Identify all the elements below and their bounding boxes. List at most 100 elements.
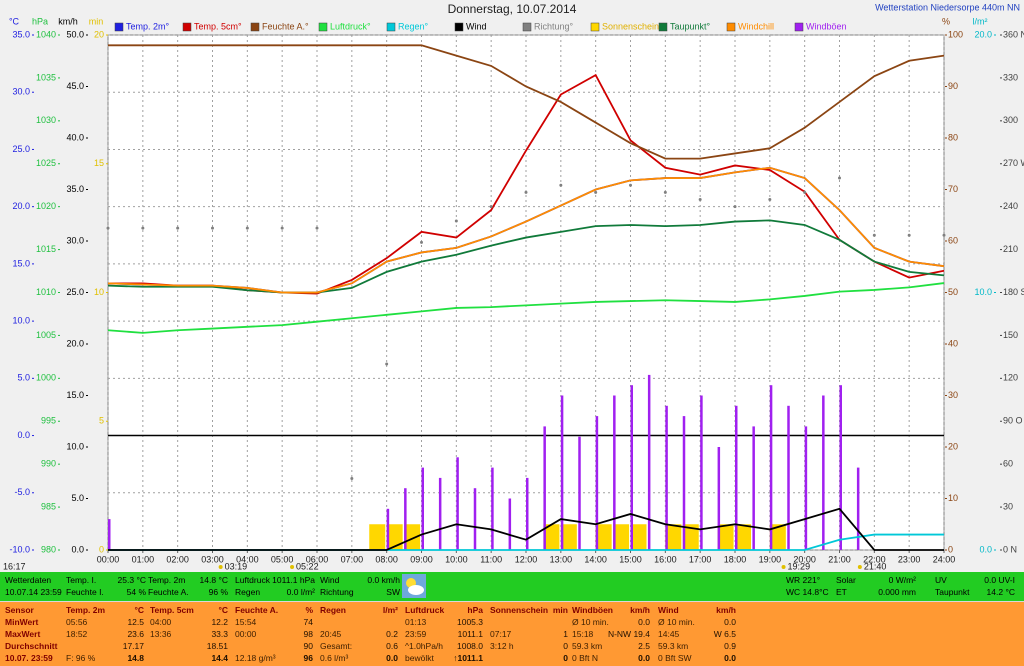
header-label: Temp. 5cm — [150, 605, 194, 615]
bar — [717, 447, 721, 550]
header-unit: min — [552, 605, 568, 615]
dot — [872, 233, 876, 237]
line — [107, 219, 945, 294]
legend-label: Wind — [466, 21, 487, 31]
dot — [106, 226, 110, 230]
summary-label: WR 221° — [786, 575, 821, 585]
summary-value: 25.3 °C — [117, 575, 146, 585]
station-name: Wetterstation Niedersorpe 440m NN — [875, 2, 1020, 12]
legend-label: Regen° — [398, 21, 429, 31]
x-tick-label: 14:00 — [584, 554, 607, 564]
bar — [595, 416, 599, 550]
summary-label: Taupunkt — [935, 587, 970, 597]
y-tick-label: 180 S — [1003, 287, 1024, 297]
y-tick-label: 20 — [94, 29, 104, 39]
header-label: Regen — [320, 605, 346, 615]
dot — [838, 176, 841, 180]
y-tick-label: 30.0 — [12, 87, 30, 97]
cell-note: Gesamt: — [320, 641, 353, 651]
cell-value: 14.4 — [211, 653, 228, 663]
y-tick-label: 80 — [948, 132, 958, 142]
cell-note: 01:13 — [405, 617, 427, 627]
summary-value: 14.8 °C — [199, 575, 228, 585]
legend-label: Windböen — [806, 21, 847, 31]
cell-value: 0.6 — [386, 641, 398, 651]
x-tick-label: 05:00 — [271, 554, 294, 564]
y-tick-label: 15 — [94, 158, 104, 168]
axis-title: °C — [9, 16, 20, 26]
bar — [369, 524, 386, 550]
x-tick-label: 17:00 — [689, 554, 712, 564]
x-tick-label: 22:00 — [863, 554, 886, 564]
y-tick-label: 985 — [41, 501, 56, 511]
summary-label: Feuchte A. — [148, 587, 189, 597]
cell-value: 0.0 — [724, 653, 736, 663]
y-tick-label: 1000 — [36, 373, 56, 383]
bar — [613, 395, 616, 550]
axis-title: % — [942, 16, 950, 26]
cell-note: 23:59 — [405, 629, 427, 639]
y-tick-label: 10.0 — [974, 287, 992, 297]
legend-label: Feuchte A.° — [262, 21, 309, 31]
x-tick-label: 08:00 — [375, 554, 398, 564]
bar — [787, 405, 790, 550]
cell-value: 0.2 — [386, 629, 398, 639]
cell-note: 0.6 l/m³ — [320, 653, 349, 663]
summary-value: 96 % — [208, 587, 228, 597]
bar — [543, 524, 560, 550]
summary-label: Feuchte I. — [66, 587, 104, 597]
dot — [907, 233, 911, 237]
axis-title: hPa — [32, 16, 48, 26]
bar — [630, 524, 647, 550]
current-data-bar: Wetterdaten 10.07.14 23:59 Temp. I. 25.3 °C… — [0, 572, 1024, 601]
axis-title: min — [89, 16, 104, 26]
bar — [735, 405, 738, 550]
cell-note: 0 Bft SW — [658, 653, 692, 663]
cell-value: 1005.3 — [457, 617, 483, 627]
x-tick-label: 07:00 — [341, 554, 364, 564]
cell-note: 00:00 — [235, 629, 257, 639]
dot — [594, 190, 598, 194]
x-tick-label: 01:00 — [132, 554, 155, 564]
legend-swatch — [658, 22, 668, 32]
y-tick-label: 0 — [99, 544, 104, 554]
y-tick-label: 0 — [948, 544, 953, 554]
dot — [315, 226, 319, 230]
y-tick-label: 60 — [1003, 459, 1013, 469]
y-tick-label: 980 — [41, 544, 56, 554]
bar — [665, 524, 682, 550]
cell-note: F: 96 % — [66, 653, 96, 663]
y-tick-label: 1020 — [36, 201, 56, 211]
cell-value: 0.0 — [386, 653, 398, 663]
y-tick-label: 1005 — [36, 330, 56, 340]
bar — [839, 385, 842, 550]
line — [108, 44, 945, 160]
x-tick-label: 11:00 — [480, 554, 502, 564]
cell-value: 17.17 — [122, 641, 144, 651]
x-tick-label: 09:00 — [410, 554, 433, 564]
bar — [682, 416, 686, 550]
x-tick-label: 16:00 — [654, 554, 677, 564]
cell-note: 15:18 — [572, 629, 594, 639]
bar — [404, 488, 407, 550]
bar — [560, 395, 564, 550]
cell-value: 12.2 — [211, 617, 228, 627]
cell-value: 0.0 — [638, 653, 650, 663]
y-tick-label: 40 — [948, 338, 958, 348]
y-tick-label: 5.0 — [71, 493, 84, 503]
legend-swatch — [386, 22, 396, 32]
header-unit: l/m² — [382, 605, 398, 615]
y-tick-label: 120 — [1003, 373, 1018, 383]
axis-title: km/h — [58, 16, 78, 26]
bar — [804, 426, 808, 550]
bar — [456, 457, 459, 550]
y-tick-label: 10.0 — [66, 441, 84, 451]
header-label: Wind — [658, 605, 679, 615]
dot — [211, 226, 214, 230]
y-tick-label: 0.0 — [979, 544, 992, 554]
y-tick-label: 5.0 — [17, 373, 30, 383]
y-tick-label: 25.0 — [12, 144, 30, 154]
line — [107, 166, 945, 294]
header-unit: °C — [134, 605, 144, 615]
header-unit: °C — [218, 605, 228, 615]
